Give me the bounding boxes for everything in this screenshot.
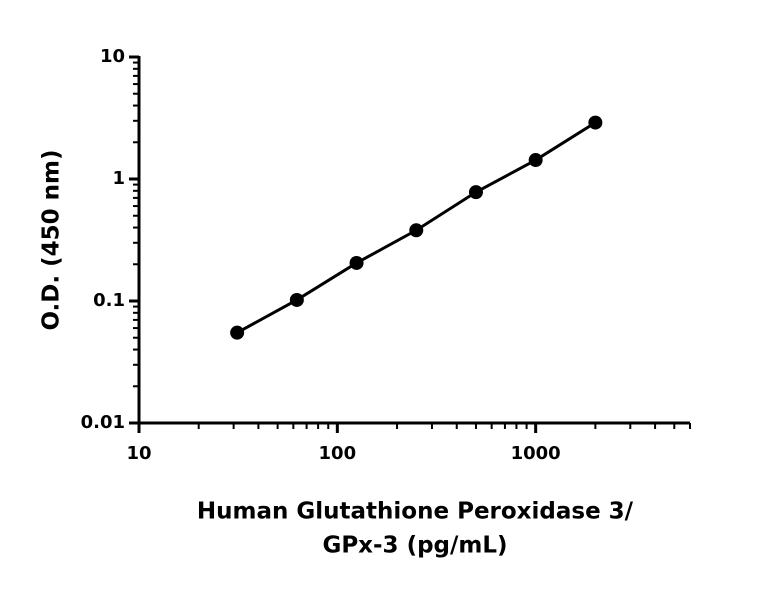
data-point <box>409 223 424 238</box>
y-tick-label: 0.01 <box>81 412 125 433</box>
y-tick-label: 0.1 <box>93 290 125 311</box>
x-tick-label: 10 <box>126 443 151 464</box>
data-point <box>230 325 245 340</box>
y-tick-label: 10 <box>100 46 125 67</box>
data-point <box>289 292 304 307</box>
x-axis-label: Human Glutathione Peroxidase 3/ <box>197 499 634 525</box>
data-point <box>528 153 543 168</box>
y-axis-label: O.D. (450 nm) <box>39 149 65 330</box>
data-point <box>588 115 603 130</box>
x-axis-label: GPx-3 (pg/mL) <box>322 533 507 559</box>
x-tick-label: 100 <box>319 443 357 464</box>
y-tick-label: 1 <box>112 168 125 189</box>
data-point <box>349 255 364 270</box>
data-point <box>468 185 483 200</box>
x-tick-label: 1000 <box>511 443 561 464</box>
